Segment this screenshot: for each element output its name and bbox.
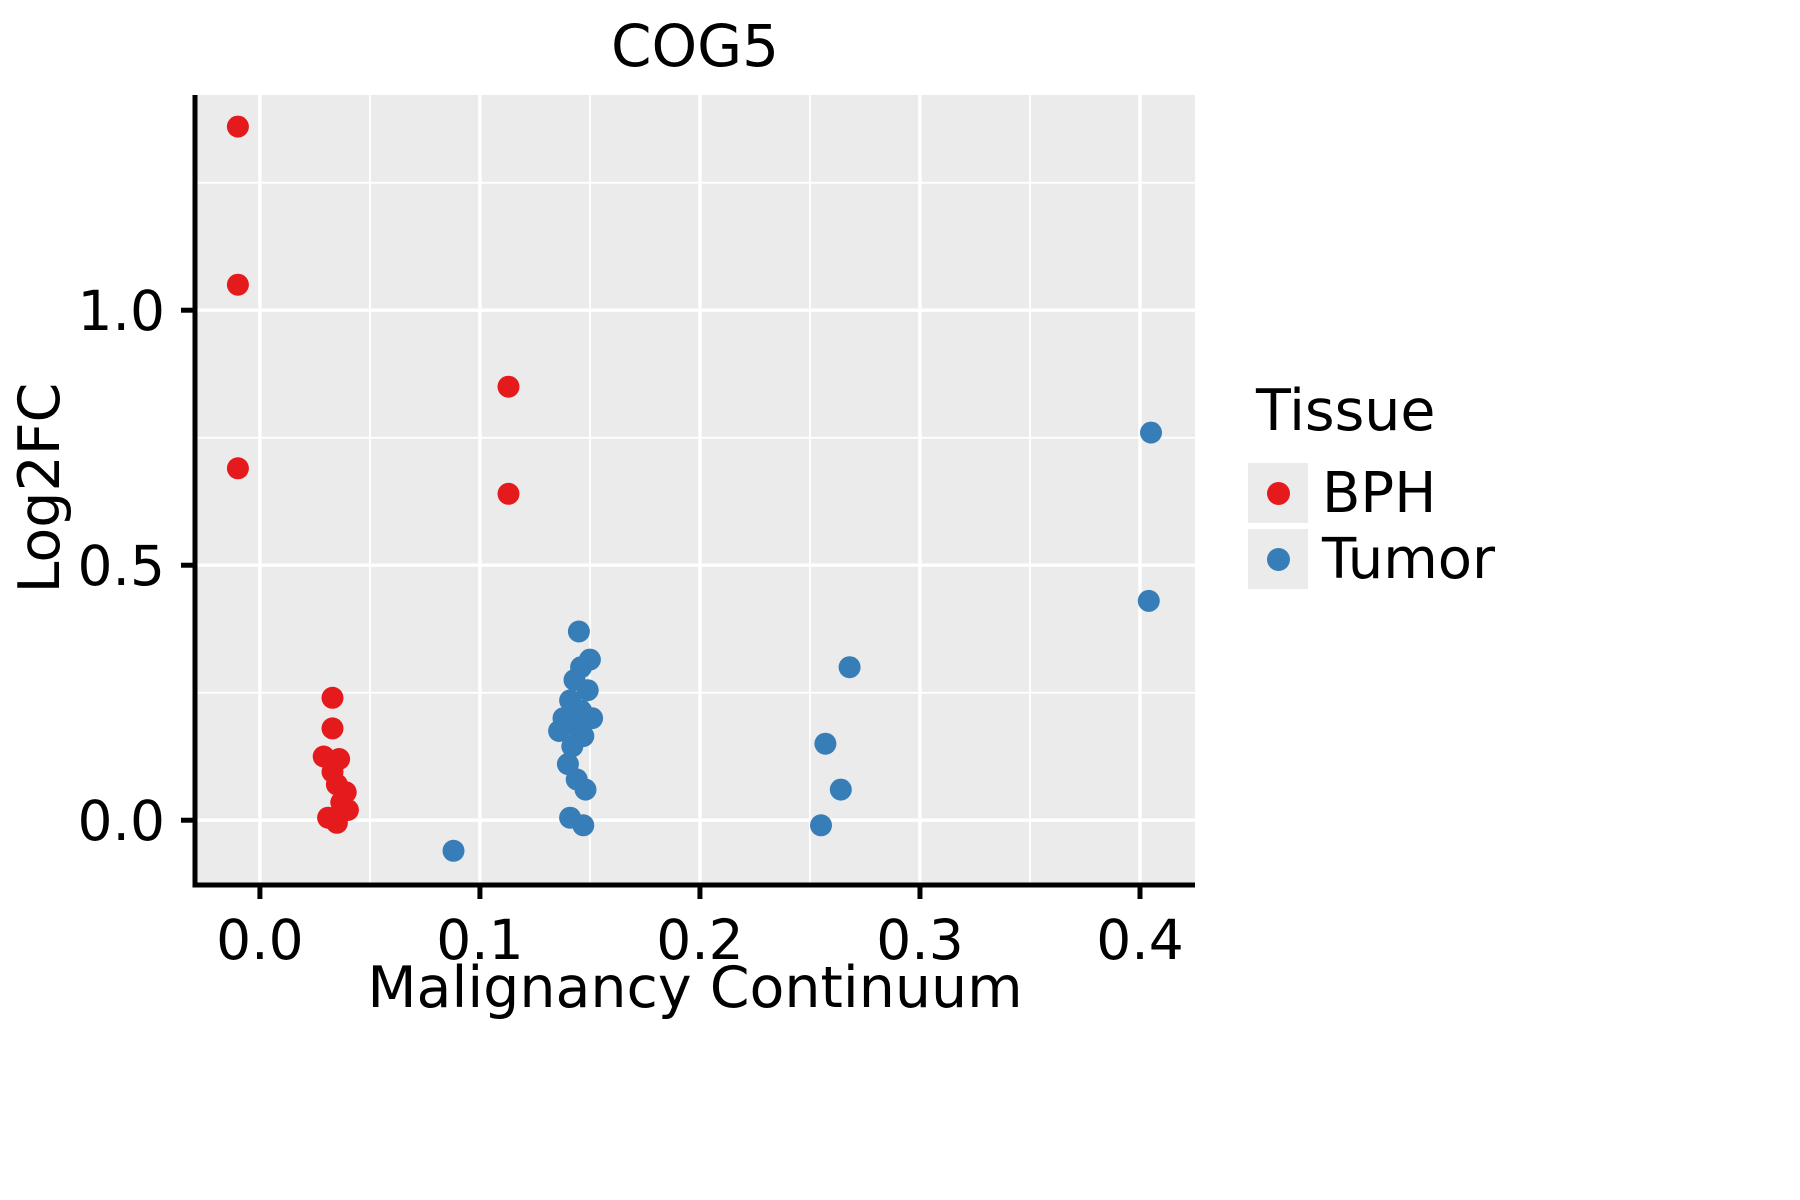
data-point-tumor [829,778,852,801]
data-point-tumor [576,679,599,702]
x-axis-label: Malignancy Continuum [367,955,1023,1021]
x-tick-label: 0.3 [876,908,963,972]
data-point-tumor [810,814,832,837]
data-point-bph [226,115,249,138]
legend-key-swatch [1248,463,1308,523]
plot-panel [195,95,1195,885]
legend-key-swatch [1248,529,1308,589]
y-tick-label: 0.5 [78,534,165,598]
x-tick-label: 0.1 [436,908,523,972]
legend: Tissue BPH Tumor [1248,378,1495,592]
legend-entries: BPH Tumor [1248,460,1495,592]
data-point-tumor [561,735,584,758]
x-tick-label: 0.4 [1096,908,1183,972]
legend-entry: Tumor [1248,526,1495,592]
legend-title: Tissue [1256,378,1436,444]
y-tick-label: 0.0 [78,789,165,853]
data-point-tumor [548,720,571,742]
data-point-tumor [581,707,604,730]
chart-title: COG5 [611,12,779,80]
data-point-tumor [1140,421,1162,444]
y-axis-label: Log2FC [7,382,73,594]
data-point-tumor [442,839,465,862]
legend-label: BPH [1322,460,1437,526]
legend-dot-icon [1266,547,1290,571]
data-point-bph [325,811,348,834]
data-point-bph [497,375,520,398]
data-point-bph [321,717,344,740]
data-point-bph [321,686,344,709]
data-point-tumor [574,778,597,801]
data-point-tumor [814,732,837,755]
data-point-bph [497,482,520,505]
legend-label: Tumor [1322,526,1496,592]
data-point-tumor [1137,589,1160,612]
y-tick-label: 1.0 [78,279,165,343]
data-point-bph [226,457,249,480]
legend-dot-icon [1266,481,1290,505]
legend-entry: BPH [1248,460,1495,526]
x-tick-label: 0.2 [656,908,743,972]
data-point-bph [226,273,249,296]
data-point-tumor [567,620,590,643]
data-point-tumor [572,814,595,837]
x-tick-label: 0.0 [216,908,303,972]
data-point-tumor [838,656,861,679]
